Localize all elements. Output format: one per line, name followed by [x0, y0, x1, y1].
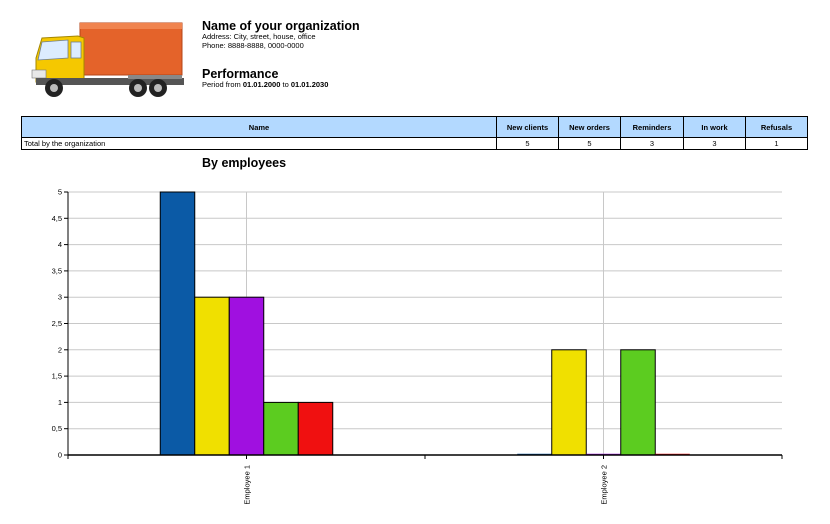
y-tick-label: 2: [58, 345, 62, 354]
bar: [263, 401, 299, 456]
bar: [194, 296, 230, 456]
column-header-new-orders: New orders: [558, 116, 621, 138]
bar: [297, 401, 334, 456]
x-tick-label: Employee 1: [243, 465, 252, 505]
y-tick-label: 4,5: [52, 214, 62, 223]
report-period: Period from 01.01.2000 to 01.01.2030: [202, 81, 328, 90]
chart-title: By employees: [202, 156, 287, 170]
column-header-name: Name: [21, 116, 497, 138]
organization-name: Name of your organization: [202, 19, 360, 33]
period-from: 01.01.2000: [242, 80, 281, 90]
y-tick-label: 0,5: [52, 424, 62, 433]
bar: [159, 191, 196, 456]
cell-refusals: 1: [745, 137, 808, 150]
y-tick-label: 1,5: [52, 372, 62, 381]
report-title: Performance: [202, 67, 279, 81]
organization-address: Address: City, street, house, office: [202, 32, 316, 42]
y-tick-label: 4: [58, 240, 62, 249]
column-header-new-clients: New clients: [496, 116, 559, 138]
truck-icon: [31, 22, 184, 97]
bar: [551, 349, 587, 456]
column-header-in-work: In work: [683, 116, 746, 138]
row-name: Total by the organization: [21, 137, 497, 150]
bar: [620, 349, 656, 456]
report-header: Performance Period from 01.01.2000 to 01…: [202, 67, 328, 90]
y-tick-label: 2,5: [52, 319, 62, 328]
bar: [228, 296, 265, 456]
y-tick-label: 0: [58, 451, 62, 460]
x-tick-label: Employee 2: [600, 465, 609, 505]
y-tick-label: 3,5: [52, 266, 62, 275]
organization-phone: Phone: 8888-8888, 0000-0000: [202, 41, 304, 50]
summary-header-row: Name New clients New orders Reminders In…: [21, 116, 808, 138]
y-tick-label: 1: [58, 398, 62, 407]
period-to-word: to: [282, 80, 289, 90]
table-row: Total by the organization 5 5 3 3 1: [21, 137, 808, 150]
period-prefix: Period from: [202, 80, 241, 90]
y-tick-label: 5: [58, 188, 62, 197]
period-to: 01.01.2030: [290, 80, 329, 90]
summary-table: Name New clients New orders Reminders In…: [21, 116, 808, 150]
organization-info: Name of your organization Address: City,…: [202, 19, 360, 51]
y-tick-label: 3: [58, 293, 62, 302]
column-header-refusals: Refusals: [745, 116, 808, 138]
